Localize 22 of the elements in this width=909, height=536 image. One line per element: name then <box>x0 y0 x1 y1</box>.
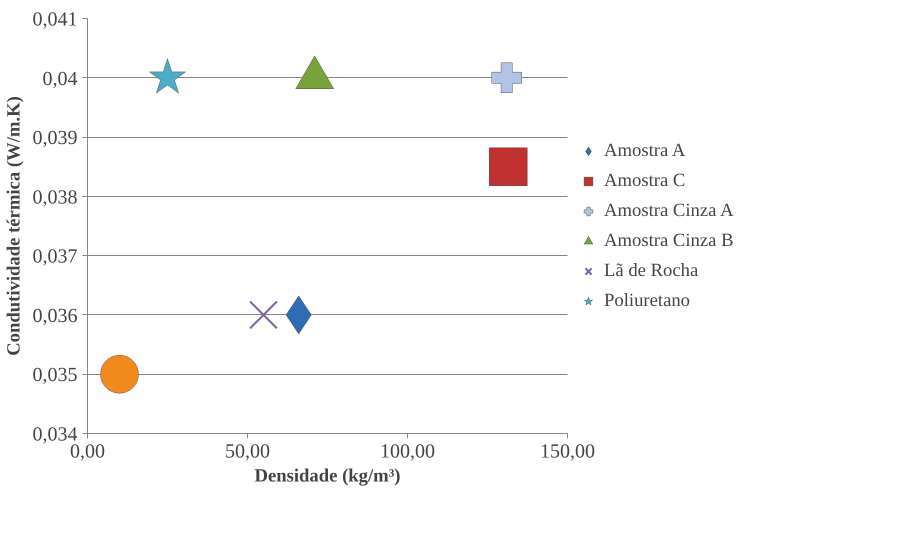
legend-label: Lã de Rocha <box>604 260 698 282</box>
point <box>100 355 139 394</box>
y-tick-label: 0,038 <box>32 186 78 208</box>
legend-label: Amostra A <box>604 140 686 162</box>
legend-label: Poliuretano <box>604 290 690 312</box>
y-tick-label: 0,04 <box>42 68 78 90</box>
point <box>489 147 528 186</box>
x-tick-label: 150,00 <box>540 440 595 462</box>
y-tick-label: 0,041 <box>32 8 78 30</box>
y-tick-label: 0,037 <box>32 246 78 268</box>
legend-label: Amostra Cinza A <box>604 200 734 222</box>
y-tick-label: 0,035 <box>32 364 78 386</box>
y-tick-label: 0,039 <box>32 127 78 150</box>
legend-label: Amostra C <box>604 170 686 192</box>
point <box>149 58 186 94</box>
y-tick-label: 0,036 <box>32 304 78 327</box>
x-tick-label: 50,00 <box>225 440 270 462</box>
y-axis-title: Condutividade térmica (W/m.K) <box>4 96 24 356</box>
x-axis-title: Densidade (kg/m³) <box>254 466 401 486</box>
x-tick-label: 100,00 <box>380 440 435 462</box>
legend-label: Amostra Cinza B <box>604 230 734 252</box>
point <box>249 300 278 330</box>
